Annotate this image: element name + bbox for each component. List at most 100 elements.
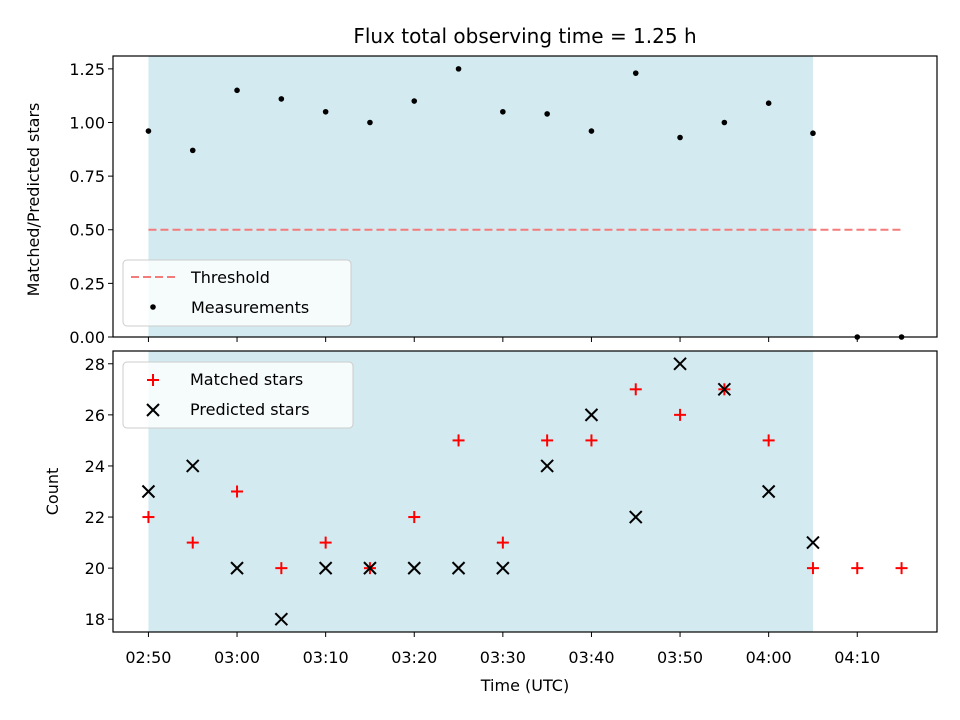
legend-cross-marker [146, 403, 160, 417]
measurement-point [588, 128, 595, 134]
cross-stroke [540, 459, 554, 473]
cross-stroke [717, 382, 732, 397]
ratio-y-axis-label: Matched/Predicted stars [24, 103, 43, 297]
count-y-tick-label: 20 [85, 559, 105, 578]
predicted-star-marker [186, 459, 200, 473]
measurement-point [721, 119, 728, 126]
measurement-point [189, 147, 196, 154]
x-tick-label: 03:10 [303, 648, 349, 667]
count-y-ticks: 18 20 22 24 26 28 [85, 355, 113, 629]
measurement-point [455, 66, 462, 72]
count-legend-box [122, 361, 354, 429]
count-y-tick-label: 24 [85, 457, 105, 476]
measurement-point [367, 119, 373, 126]
matched-star-marker [762, 434, 775, 447]
ratio-y-ticks: 0.00 0.25 0.50 0.75 1.00 1.25 [69, 60, 113, 347]
count-y-tick-label: 28 [85, 355, 105, 374]
legend-matched-label: Matched stars [190, 370, 303, 389]
predicted-star-marker [540, 459, 554, 473]
matched-star-marker [851, 562, 864, 575]
matched-star-marker [806, 562, 819, 575]
cross-stroke [230, 561, 244, 575]
measurements-layer [145, 66, 905, 340]
cross-stroke [806, 535, 820, 550]
predicted-star-marker [230, 561, 244, 575]
ratio-y-tick-label: 0.00 [69, 328, 105, 347]
cross-stroke [496, 561, 510, 575]
matched-star-marker [275, 562, 288, 575]
legend-measurements-label: Measurements [191, 298, 309, 317]
count-y-tick-label: 26 [85, 406, 105, 425]
predicted-star-marker [363, 561, 377, 575]
predicted-star-marker [141, 484, 156, 499]
legend-measurements-swatch [150, 304, 156, 310]
matched-star-marker [319, 536, 332, 549]
matched-star-marker [674, 408, 687, 421]
predicted-star-marker [496, 561, 510, 575]
x-tick-label: 04:10 [834, 648, 880, 667]
predicted-star-marker [407, 561, 421, 575]
cross-stroke [186, 459, 200, 473]
legend-matched-swatch [147, 374, 159, 386]
predicted-star-marker [318, 561, 333, 575]
chart-title: Flux total observing time = 1.25 h [353, 24, 696, 48]
count-markers-layer [141, 357, 908, 626]
measurement-point [234, 87, 240, 94]
matched-star-marker [231, 485, 244, 498]
cross-stroke [141, 484, 156, 499]
x-tick-label: 03:40 [568, 648, 614, 667]
measurement-point [411, 98, 418, 104]
x-tick-label: 03:00 [214, 648, 260, 667]
measurement-point [765, 100, 772, 106]
measurement-point [322, 108, 329, 115]
x-tick-label: 02:50 [125, 648, 171, 667]
measurement-point [544, 111, 550, 117]
ratio-y-tick-label: 1.25 [69, 60, 105, 79]
cross-stroke [673, 357, 687, 371]
count-panel: 18 20 22 24 26 28 02:50 03:00 03:10 03:20 03:30 03… [43, 350, 938, 695]
ratio-legend: Threshold Measurements [122, 259, 352, 327]
matched-star-marker [186, 536, 199, 549]
matched-star-marker [629, 383, 642, 396]
ratio-legend-box [122, 259, 352, 327]
cross-stroke [584, 408, 599, 422]
legend-plus-marker [147, 374, 159, 386]
predicted-star-marker [717, 382, 732, 397]
cross-stroke [451, 561, 466, 575]
x-tick-label: 03:20 [391, 648, 437, 667]
predicted-star-marker [673, 357, 687, 371]
predicted-star-marker [806, 535, 820, 550]
count-panel-frame [112, 350, 938, 633]
count-y-axis-label: Count [43, 468, 62, 516]
count-legend: Matched stars Predicted stars [122, 361, 354, 429]
ratio-y-tick-label: 0.25 [69, 274, 105, 293]
matched-star-marker [496, 536, 509, 549]
measurement-point [632, 70, 639, 76]
predicted-star-marker [629, 510, 643, 524]
predicted-star-marker [761, 484, 776, 499]
predicted-star-marker [274, 612, 289, 626]
count-x-ticks: 02:50 03:00 03:10 03:20 03:30 03:40 03:50 04:00… [125, 632, 880, 667]
matched-star-marker [408, 511, 421, 524]
cross-stroke [318, 561, 333, 575]
measurement-point [677, 134, 683, 141]
ratio-y-tick-label: 1.00 [69, 113, 105, 132]
matched-star-marker [541, 434, 554, 447]
measurement-point [278, 96, 285, 102]
measurement-point [145, 128, 152, 134]
ratio-x-ticks [147, 337, 858, 342]
legend-threshold-label: Threshold [190, 268, 270, 287]
predicted-star-marker [451, 561, 466, 575]
ratio-y-tick-label: 0.75 [69, 167, 105, 186]
legend-predicted-label: Predicted stars [190, 400, 310, 419]
measurement-point [500, 108, 506, 115]
matched-star-marker [142, 511, 155, 524]
x-tick-label: 03:50 [657, 648, 703, 667]
matched-star-marker [895, 562, 908, 575]
measurement-point [810, 130, 816, 137]
x-axis-label: Time (UTC) [480, 676, 569, 695]
x-tick-label: 04:00 [746, 648, 792, 667]
cross-stroke [146, 403, 160, 417]
predicted-star-marker [584, 408, 599, 422]
